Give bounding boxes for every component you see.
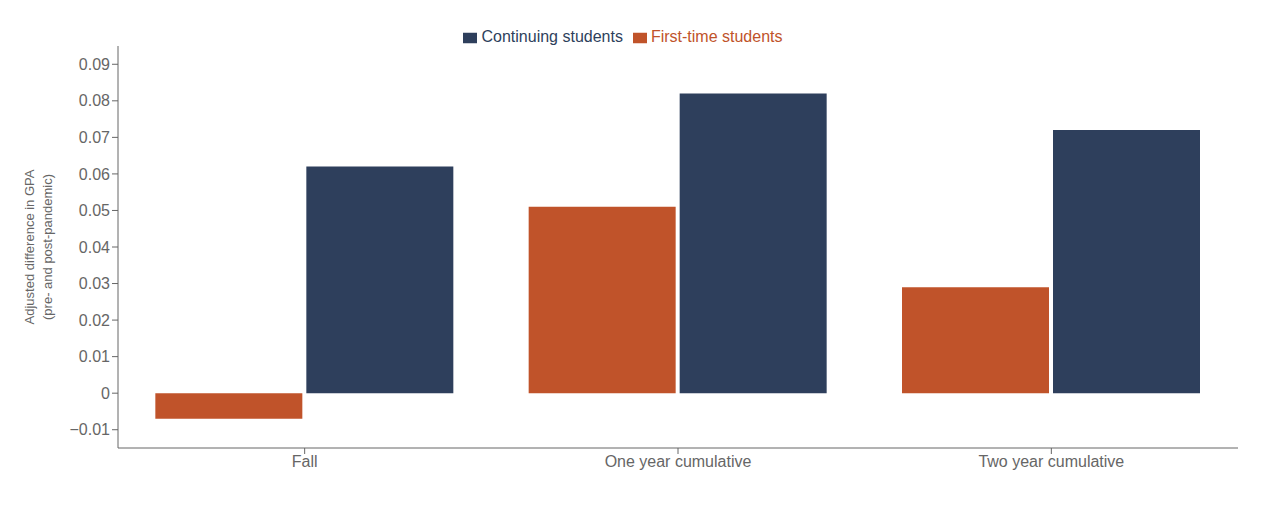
- svg-text:0.01: 0.01: [79, 348, 110, 365]
- svg-text:Adjusted difference in GPA(pre: Adjusted difference in GPA(pre- and post…: [22, 169, 55, 324]
- svg-text:Two year cumulative: Two year cumulative: [978, 453, 1124, 470]
- svg-text:0.04: 0.04: [79, 239, 110, 256]
- svg-text:0.02: 0.02: [79, 312, 110, 329]
- html-text:Continuing students: Continuing students: [481, 28, 623, 45]
- svg-text:0.08: 0.08: [79, 92, 110, 109]
- svg-text:−0.01: −0.01: [70, 421, 111, 438]
- svg-text:0.06: 0.06: [79, 166, 110, 183]
- svg-text:0.09: 0.09: [79, 56, 110, 73]
- svg-text:0.05: 0.05: [79, 202, 110, 219]
- svg-text:0.07: 0.07: [79, 129, 110, 146]
- svg-text:0.03: 0.03: [79, 275, 110, 292]
- svg-text:One year cumulative: One year cumulative: [605, 453, 752, 470]
- svg-text:0: 0: [101, 385, 110, 402]
- svg-text:Fall: Fall: [292, 453, 318, 470]
- html-text:First-time students: First-time students: [650, 28, 783, 45]
